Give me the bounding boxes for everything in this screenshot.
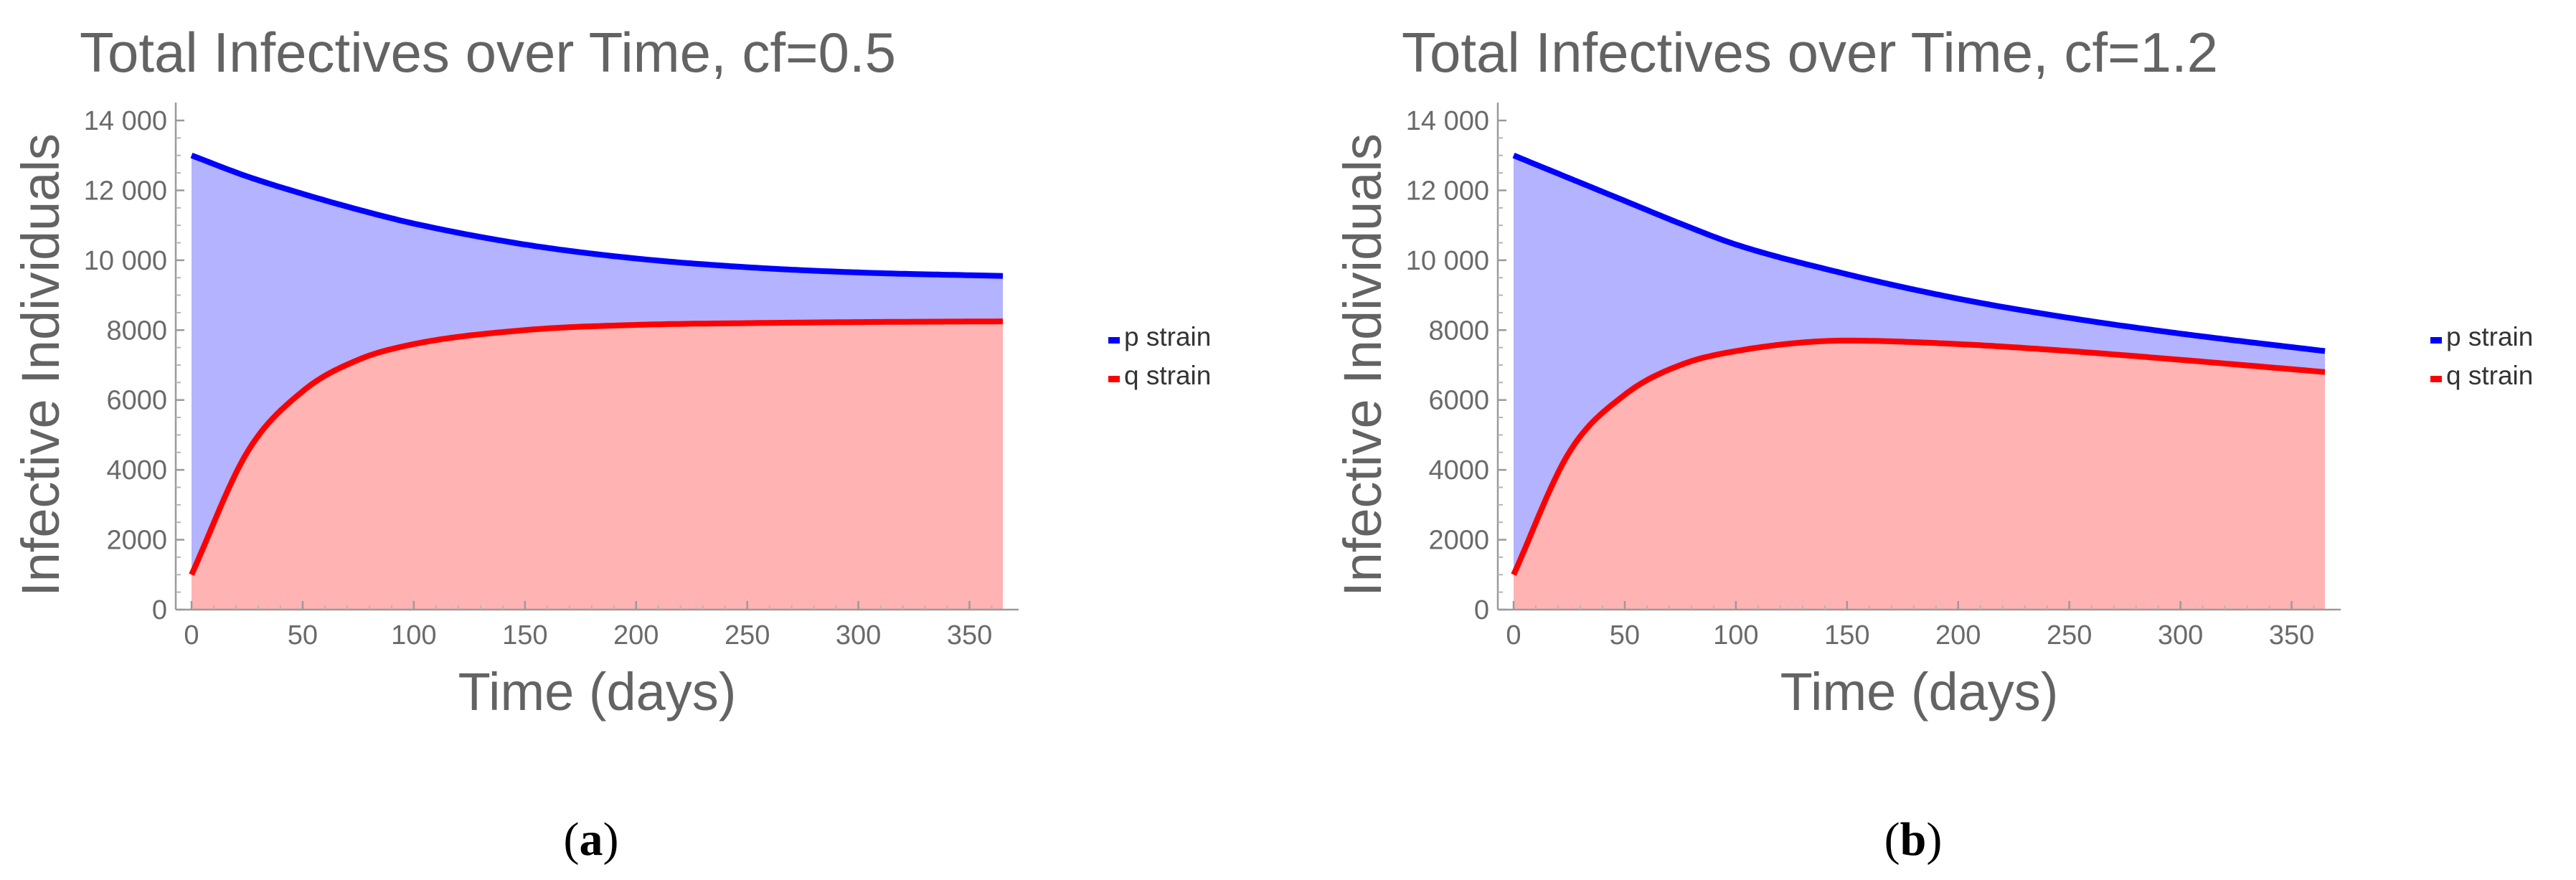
- panel-caption: (a): [564, 813, 619, 866]
- y-tick-label: 10 000: [1406, 246, 1489, 276]
- x-tick-label: 300: [836, 620, 881, 650]
- legend: p strain q strain: [2430, 322, 2533, 390]
- legend-swatch-p-strain: [1108, 337, 1120, 344]
- legend-label: p strain: [2446, 322, 2533, 351]
- legend-label: q strain: [2446, 361, 2533, 390]
- x-tick-label: 250: [725, 620, 770, 650]
- x-tick-label: 200: [1935, 620, 1981, 650]
- x-tick-label: 200: [613, 620, 659, 650]
- q-strain-line: [1511, 337, 2326, 576]
- y-tick-label: 12 000: [1406, 176, 1489, 206]
- x-tick-label: 100: [1713, 620, 1758, 650]
- x-tick-label: 50: [288, 620, 318, 650]
- y-axis-label: Infective Individuals: [1333, 133, 1392, 597]
- x-axis-label: Time (days): [1780, 662, 2059, 721]
- legend-swatch-p-strain: [2430, 337, 2442, 344]
- legend-label: q strain: [1124, 361, 1211, 390]
- y-tick-label: 10 000: [84, 246, 167, 276]
- y-tick-label: 14 000: [84, 106, 167, 136]
- y-tick-label: 0: [152, 595, 167, 625]
- chart-title: Total Infectives over Time, cf=1.2: [1402, 21, 2218, 84]
- p-strain-line: [1512, 152, 2326, 354]
- x-tick-label: 50: [1610, 620, 1640, 650]
- y-tick-label: 12 000: [84, 176, 167, 206]
- y-tick-label: 2000: [1428, 526, 1489, 556]
- chart-panel-b: 0 50 100 150 200 250 300 350 0 2000 4000 6000 8000 10…: [1333, 21, 2533, 866]
- panel-caption-letter: a: [580, 813, 603, 866]
- y-tick-label: 6000: [1428, 386, 1489, 416]
- p-strain-area: [1514, 155, 2325, 575]
- y-tick-label: 2000: [106, 526, 167, 556]
- y-tick-label: 6000: [106, 386, 167, 416]
- legend-label: p strain: [1124, 322, 1211, 351]
- q-strain-line: [189, 318, 1003, 576]
- y-tick-label: 8000: [1428, 316, 1489, 346]
- p-strain-line: [190, 152, 1004, 279]
- y-tick-label: 14 000: [1406, 106, 1489, 136]
- y-tick-label: 4000: [106, 455, 167, 486]
- legend-swatch-q-strain: [2430, 376, 2442, 382]
- x-axis-label: Time (days): [458, 662, 737, 721]
- legend: p strain q strain: [1108, 322, 1211, 390]
- x-tick-label: 350: [2269, 620, 2314, 650]
- chart-panel-a: 0 50 100 150 200 250 300 350 0 2000 4000 6000 8000 10…: [11, 21, 1211, 866]
- x-tick-label: 100: [391, 620, 436, 650]
- chart-title: Total Infectives over Time, cf=0.5: [80, 21, 896, 84]
- q-strain-area: [192, 321, 1003, 610]
- x-tick-label: 150: [502, 620, 547, 650]
- x-tick-label: 150: [1824, 620, 1869, 650]
- panel-caption-letter: b: [1900, 813, 1927, 866]
- x-tick-label: 250: [2047, 620, 2092, 650]
- q-strain-area: [1514, 340, 2325, 610]
- x-tick-label: 0: [184, 620, 199, 650]
- x-tick-label: 0: [1506, 620, 1521, 650]
- y-tick-label: 8000: [106, 316, 167, 346]
- legend-swatch-q-strain: [1108, 376, 1120, 382]
- y-axis-label: Infective Individuals: [11, 133, 70, 597]
- x-tick-label: 350: [947, 620, 992, 650]
- panel-caption: (b): [1884, 813, 1943, 866]
- y-tick-label: 4000: [1428, 455, 1489, 486]
- x-tick-label: 300: [2158, 620, 2203, 650]
- y-tick-label: 0: [1474, 595, 1489, 625]
- p-strain-area: [192, 155, 1003, 575]
